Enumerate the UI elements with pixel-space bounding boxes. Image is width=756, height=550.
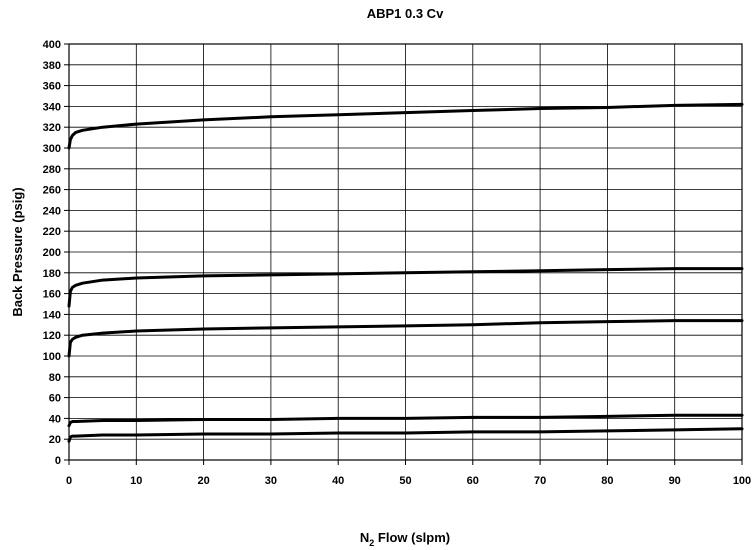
x-tick-label: 0	[66, 475, 72, 487]
x-tick-label: 80	[601, 475, 613, 487]
y-tick-label: 200	[43, 247, 61, 259]
y-tick-label: 320	[43, 122, 61, 134]
y-tick-label: 360	[43, 81, 61, 93]
x-tick-label: 20	[197, 475, 209, 487]
series-line-4	[67, 413, 744, 428]
y-tick-label: 400	[43, 39, 61, 51]
y-tick-label: 280	[43, 164, 61, 176]
x-tick-label: 90	[669, 475, 681, 487]
x-tick-label: 60	[467, 475, 479, 487]
y-tick-label: 100	[43, 351, 61, 363]
y-tick-label: 300	[43, 143, 61, 155]
x-tick-label: 100	[733, 475, 751, 487]
y-tick-label: 340	[43, 101, 61, 113]
y-tick-label: 160	[43, 289, 61, 301]
x-axis-label-rest: Flow (slpm)	[374, 530, 450, 545]
y-tick-label: 220	[43, 226, 61, 238]
y-tick-label: 180	[43, 268, 61, 280]
y-tick-label: 140	[43, 309, 61, 321]
chart-title: ABP1 0.3 Cv	[367, 6, 444, 21]
x-tick-label: 10	[130, 475, 142, 487]
x-axis-label-subscript: 2	[369, 538, 374, 548]
y-tick-label: 60	[49, 393, 61, 405]
y-tick-label: 40	[49, 413, 61, 425]
y-tick-label: 80	[49, 372, 61, 384]
series-layer	[67, 102, 744, 443]
x-axis-label-main: N	[360, 530, 369, 545]
y-axis-label: Back Pressure (psig)	[10, 187, 25, 316]
x-axis-ticks: 0 10 20 30 40 50 60 70 80 90 100	[66, 460, 751, 487]
y-tick-label: 260	[43, 185, 61, 197]
y-tick-label: 120	[43, 330, 61, 342]
y-tick-label: 240	[43, 205, 61, 217]
series-line-2	[67, 267, 744, 308]
y-tick-label: 0	[55, 455, 61, 467]
series-line-5	[67, 427, 744, 443]
x-tick-label: 40	[332, 475, 344, 487]
x-tick-label: 70	[534, 475, 546, 487]
x-tick-label: 50	[399, 475, 411, 487]
x-axis-label: N2 Flow (slpm)	[360, 530, 450, 548]
y-tick-label: 20	[49, 434, 61, 446]
y-tick-label: 380	[43, 60, 61, 72]
y-axis-ticks: 0 20 40 60 80 100 120 140 160 180 200 220 240 260 280 3…	[43, 39, 69, 467]
series-line-1	[67, 102, 744, 150]
series-line-3	[67, 319, 744, 358]
x-tick-label: 30	[265, 475, 277, 487]
